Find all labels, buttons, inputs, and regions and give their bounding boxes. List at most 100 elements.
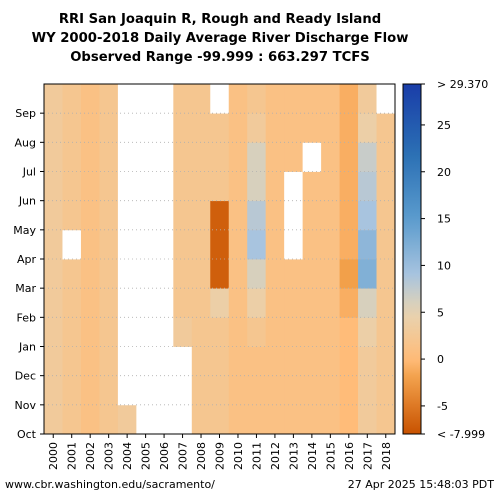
heatmap-cell [173,288,193,318]
heatmap-cell [339,259,359,289]
heatmap-cell [339,142,359,172]
colorbar-tick-label: 20 [437,166,451,179]
heatmap-cell [62,375,82,406]
heatmap-cell [247,346,267,377]
y-tick-label: Jan [18,341,36,354]
heatmap-cell [173,229,193,260]
x-tick-label: 2017 [361,442,374,470]
heatmap-cell [284,404,304,435]
heatmap-cell [376,171,396,202]
heatmap-cell [62,288,82,318]
heatmap-cell [154,200,174,231]
heatmap-cell [321,171,340,202]
heatmap-cell [339,317,359,347]
heatmap-cell [302,171,322,202]
heatmap-cell [265,229,285,260]
heatmap-cell [302,375,322,406]
heatmap-cell [228,84,248,114]
heatmap-cell [302,142,322,172]
heatmap-cell [173,259,193,289]
heatmap-cell [62,229,82,260]
heatmap-cell [339,171,359,202]
heatmap-cell [376,288,396,318]
y-tick-label: Aug [15,136,36,149]
heatmap-cell [136,113,156,143]
heatmap-cell [44,142,63,172]
heatmap-cell [228,317,248,347]
heatmap-cell [99,288,119,318]
heatmap-cell [99,142,119,172]
heatmap-cell [80,317,100,347]
heatmap-cell [284,288,304,318]
heatmap-cell [62,84,82,114]
x-tick-label: 2010 [232,442,245,470]
heatmap-cell [117,142,137,172]
heatmap-cell [228,171,248,202]
heatmap-cell [321,404,340,435]
heatmap-cell [321,84,340,114]
heatmap-cell [154,142,174,172]
heatmap-cell [284,317,304,347]
heatmap-cell [247,113,267,143]
heatmap-cell [62,404,82,435]
y-tick-label: Oct [17,428,37,441]
heatmap-cell [228,346,248,377]
x-tick-label: 2001 [66,442,79,470]
heatmap-cell [210,229,230,260]
heatmap-cell [321,288,340,318]
heatmap-cell [265,317,285,347]
heatmap-cell [228,229,248,260]
heatmap-cell [265,171,285,202]
heatmap-cell [302,288,322,318]
heatmap-cell [284,346,304,377]
x-tick-label: 2005 [140,442,153,470]
heatmap-cell [99,229,119,260]
heatmap-cell [136,142,156,172]
heatmap-cell [62,142,82,172]
heatmap-cell [117,171,137,202]
heatmap-cell [191,346,211,377]
heatmap-cell [154,346,174,377]
heatmap-cell [154,171,174,202]
heatmap-cell [284,142,304,172]
heatmap-cell [136,317,156,347]
x-tick-label: 2013 [287,442,300,470]
heatmap-cell [376,200,396,231]
heatmap-cell [265,142,285,172]
heatmap-cell [191,404,211,435]
heatmap-cell [247,317,267,347]
heatmap-cell [358,84,377,114]
heatmap-cell [80,375,100,406]
heatmap-cell [210,200,230,231]
heatmap-cell [210,142,230,172]
x-tick-label: 2012 [269,442,282,470]
heatmap-cell [99,84,119,114]
heatmap-cell [247,142,267,172]
heatmap-cell [228,142,248,172]
heatmap-cell [376,404,396,435]
heatmap-cell [284,113,304,143]
heatmap-cell [80,229,100,260]
heatmap-cell [62,200,82,231]
heatmap-cell [44,404,63,435]
heatmap-cell [265,404,285,435]
x-tick-label: 2018 [380,442,393,470]
heatmap-cell [44,200,63,231]
heatmap-cell [321,317,340,347]
heatmap-cell [80,404,100,435]
heatmap-cell [358,288,377,318]
heatmap-cell [265,84,285,114]
heatmap-cell [247,200,267,231]
x-tick-label: 2011 [250,442,263,470]
heatmap-cell [265,113,285,143]
heatmap-cell [173,113,193,143]
heatmap-cell [302,259,322,289]
heatmap-cell [376,346,396,377]
heatmap-cell [321,200,340,231]
heatmap-cell [358,142,377,172]
heatmap-cell [247,84,267,114]
heatmap-cell [191,113,211,143]
colorbar-tick-label: -5 [437,400,448,413]
